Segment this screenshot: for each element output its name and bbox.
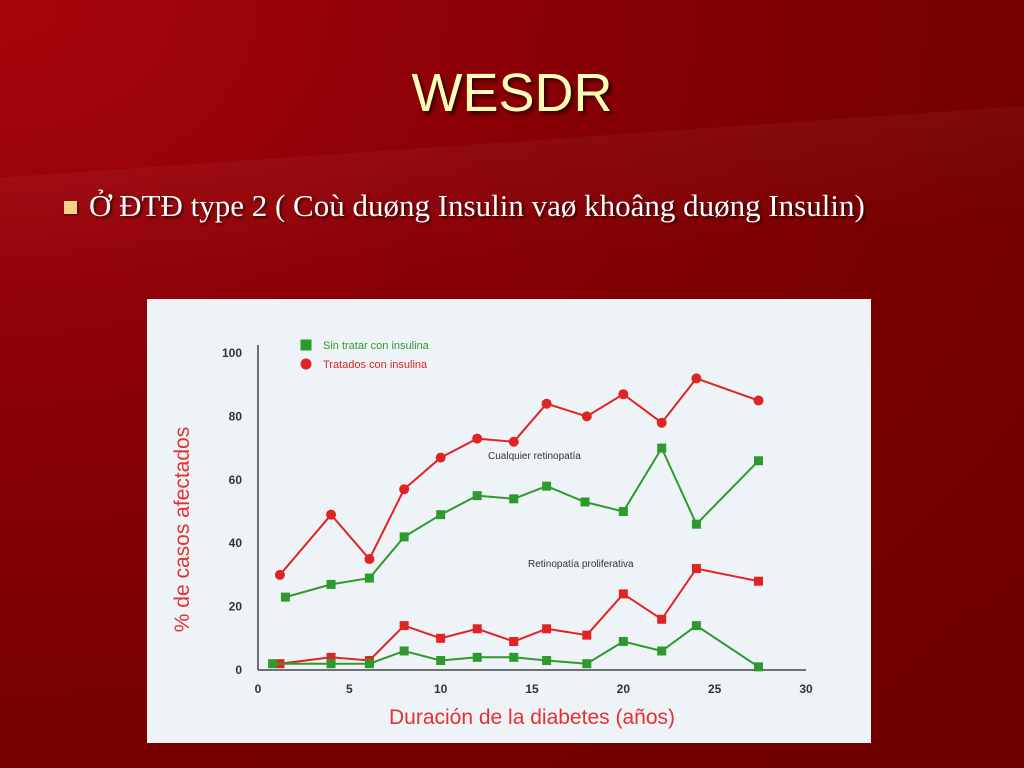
data-point (326, 579, 336, 589)
y-tick-label: 100 (222, 346, 242, 360)
y-tick-label: 20 (229, 600, 243, 614)
x-axis-label: Duración de la diabetes (años) (389, 706, 675, 729)
x-tick-label: 0 (255, 682, 262, 696)
data-point (509, 652, 519, 662)
y-tick-label: 40 (229, 536, 243, 550)
x-tick-label: 25 (708, 682, 722, 696)
legend-label: Sin tratar con insulina (323, 340, 430, 352)
data-point (753, 395, 764, 406)
data-point (509, 636, 519, 646)
y-tick-label: 80 (229, 409, 243, 423)
y-tick-label: 0 (235, 663, 242, 677)
x-tick-label: 20 (617, 682, 631, 696)
retinopathy-chart: 0 20 40 60 80 100 0 5 10 15 20 25 30 Duración de la d… (171, 339, 813, 729)
series-line (285, 445, 760, 599)
data-point (582, 630, 592, 640)
data-point (657, 614, 667, 624)
data-point (541, 398, 552, 409)
y-axis-label: % de casos afectados (171, 427, 194, 632)
data-point (618, 589, 628, 599)
data-point (399, 484, 410, 495)
data-point (581, 411, 592, 422)
legend-marker (300, 358, 312, 370)
slide-title: WESDR (411, 63, 613, 123)
chart-figure: 0 20 40 60 80 100 0 5 10 15 20 25 30 Duración de la d… (147, 299, 871, 743)
data-point (472, 624, 482, 634)
data-point (326, 659, 336, 669)
data-point (691, 621, 701, 631)
legend-label: Tratados con insulina (323, 359, 428, 371)
data-point (582, 659, 592, 669)
data-point (364, 659, 374, 669)
data-point (364, 554, 375, 565)
y-tick-label: 60 (229, 473, 243, 487)
data-point (364, 573, 374, 583)
data-point (656, 417, 667, 428)
data-point (472, 433, 483, 444)
data-point (268, 659, 278, 669)
data-point (754, 456, 764, 466)
data-point (399, 532, 409, 542)
bullet-item: Ở ĐTĐ type 2 ( Coù duøng Insulin vaø kho… (64, 188, 865, 224)
data-point (754, 662, 764, 672)
data-point (580, 497, 590, 507)
data-point (472, 491, 482, 501)
data-point (542, 655, 552, 665)
data-point (618, 507, 628, 516)
data-point (326, 652, 336, 662)
data-point (691, 373, 702, 384)
data-point (542, 624, 552, 634)
data-point (436, 655, 446, 665)
bullet-square-icon (64, 200, 77, 214)
data-point (657, 646, 667, 656)
data-point (657, 443, 667, 453)
data-point (691, 519, 701, 529)
x-tick-label: 30 (799, 682, 813, 696)
data-point (618, 389, 629, 400)
data-point (399, 621, 409, 631)
group-annotation: Cualquier retinopatía (488, 451, 581, 462)
data-point (618, 636, 628, 646)
series-line (279, 567, 759, 665)
x-tick-label: 10 (434, 682, 448, 696)
data-point (274, 569, 285, 580)
data-point (280, 592, 290, 602)
data-point (691, 564, 701, 574)
x-tick-label: 5 (346, 682, 353, 696)
data-point (399, 646, 409, 656)
bullet-text: Ở ĐTĐ type 2 ( Coù duøng Insulin vaø kho… (89, 188, 865, 223)
data-point (436, 633, 446, 643)
data-point (509, 494, 519, 504)
data-point (435, 452, 446, 463)
data-point (542, 481, 552, 491)
x-tick-label: 15 (525, 682, 539, 696)
data-point (436, 510, 446, 520)
group-annotation: Retinopatía proliferativa (528, 559, 634, 570)
data-point (472, 652, 482, 662)
data-point (508, 436, 519, 447)
data-point (326, 509, 337, 520)
series-line (279, 377, 759, 576)
data-point (754, 576, 764, 586)
legend-marker (300, 339, 312, 351)
